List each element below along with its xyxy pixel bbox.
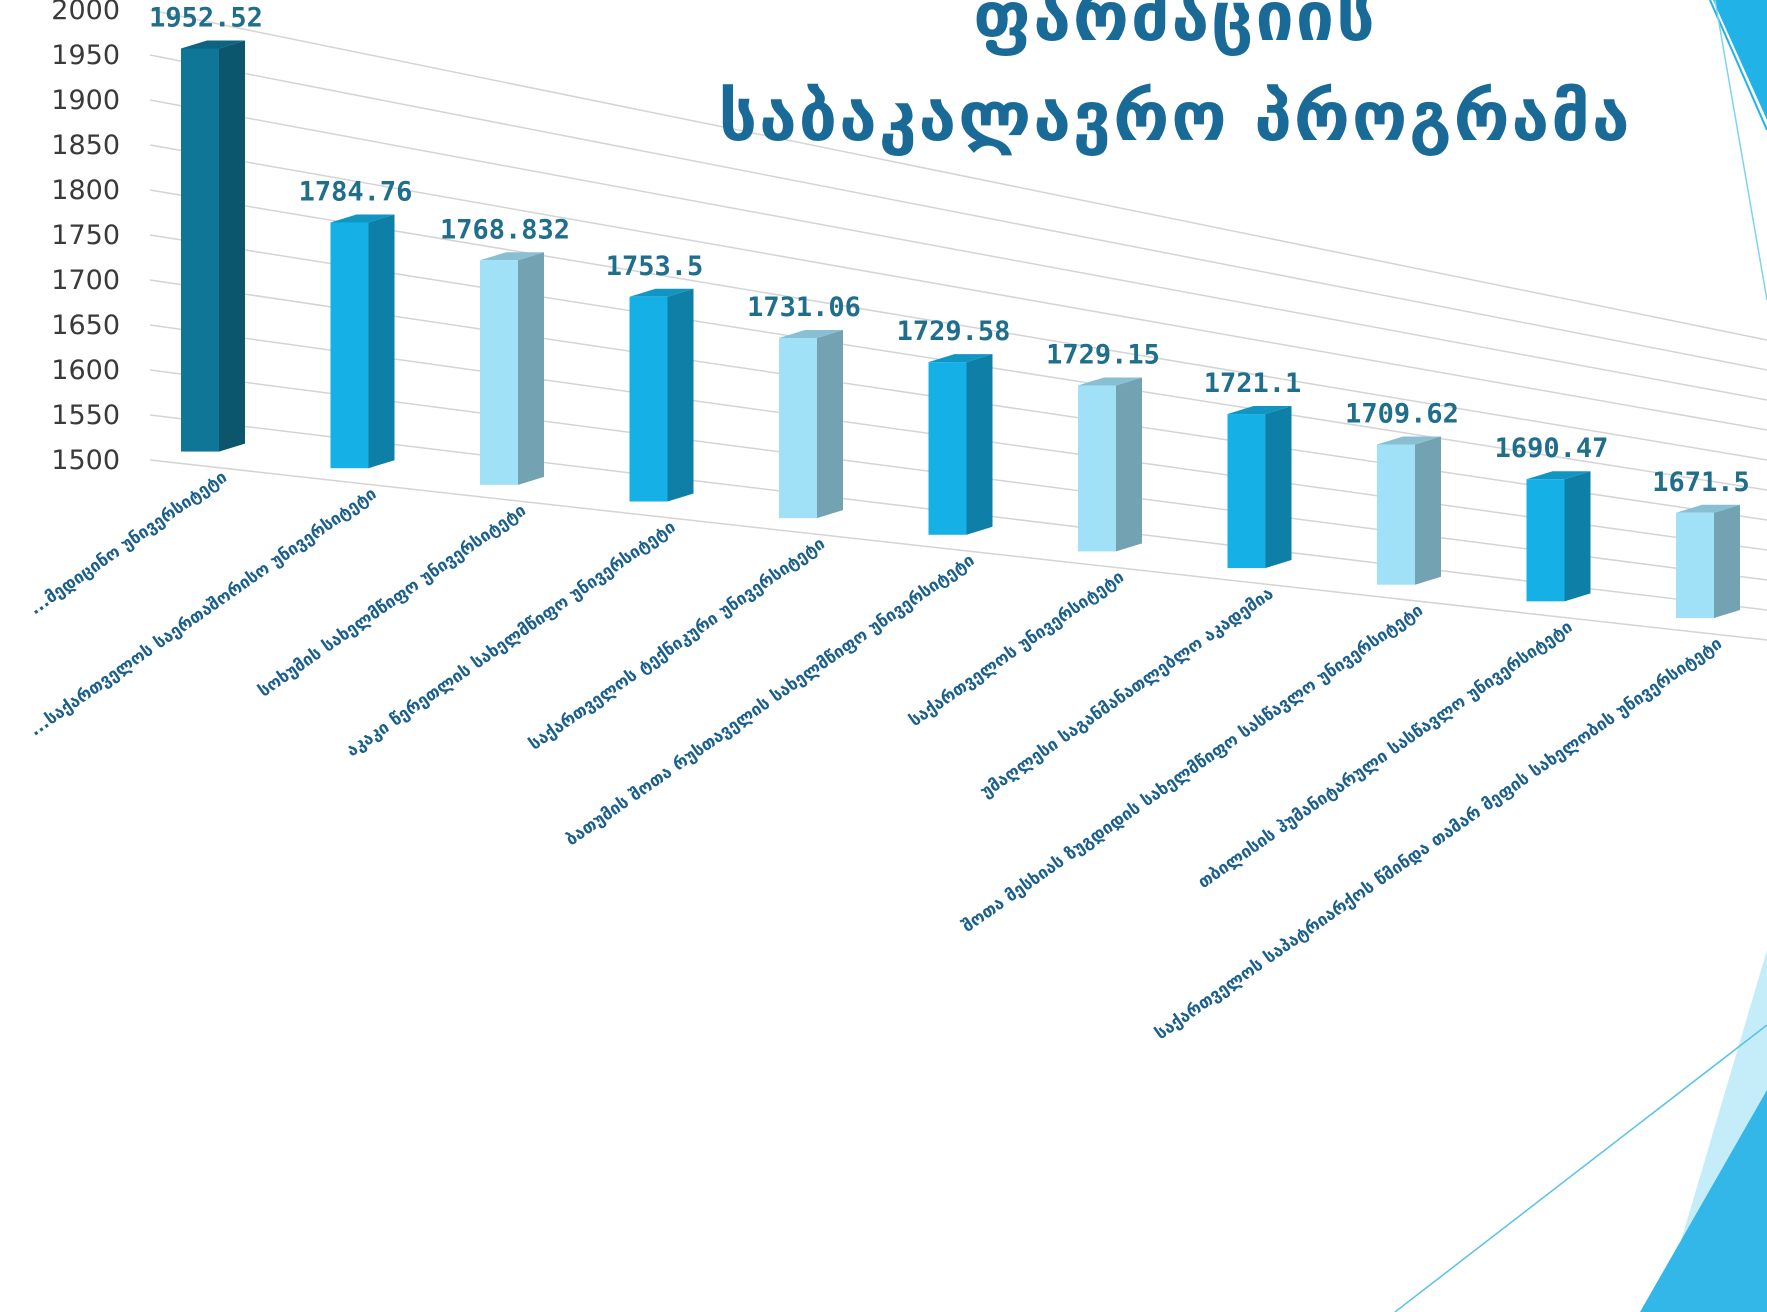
bar-side [1714,504,1740,618]
bar-front [330,222,369,469]
chart-title: ფარმაციის საბაკალავრო პროგრამა [718,0,1631,157]
bar-front [1526,479,1565,602]
bar-side [219,40,245,452]
bar-front [1227,414,1266,569]
data-label: 1709.62 [1345,399,1459,430]
bar [1227,406,1292,569]
chart-title-line-2: საბაკალავრო პროგრამა [718,78,1631,157]
corner-shape-bottom-right [1640,1090,1767,1312]
bar-top [1526,471,1591,480]
x-tick-label: საქართველოს საპატრიარქოს წმინდა თამარ მე… [1152,634,1726,1044]
bar-top [779,329,843,338]
bar [1526,471,1591,602]
bar-top [928,354,993,363]
x-tick-label: ბათუმის შოთა რუსთაველის სახელმწიფო უნივე… [562,550,978,850]
data-labels: 1952.52 1784.76 1768.832 1753.5 1731.06 1729.… [149,2,1750,497]
bar [779,329,843,519]
data-label: 1729.58 [897,316,1011,347]
x-axis-labels: ...მედიცინო უნივერსიტეტი...საქართველოს ს… [26,467,1726,1044]
bar-top [480,252,544,261]
bar-front [629,296,668,502]
bar-front [928,362,967,535]
data-label: 1784.76 [299,176,413,207]
bar-side [1564,471,1591,602]
bar-side [966,354,993,535]
x-tick-label: ...მედიცინო უნივერსიტეტი [26,467,231,619]
bar-top [1377,436,1441,445]
bar [480,252,544,485]
y-tick-label: 1950 [51,40,120,71]
bar-front [779,337,817,519]
y-tick-label: 1600 [51,355,120,386]
chart-title-line-1: ფარმაციის [973,0,1376,57]
bar-top [330,214,395,223]
bar [1377,436,1441,585]
y-tick-label: 1650 [51,310,120,341]
bar-front [1676,512,1714,618]
data-label: 1729.15 [1046,339,1160,370]
grid-line [149,189,1767,461]
bar-top [1078,377,1142,386]
x-tick-label: თბილისის ჰუმანიტარული სასწავლო უნივერსიტ… [1194,617,1576,893]
bar-top [181,40,245,49]
bar [181,40,245,452]
bar-side [817,329,843,519]
corner-line-right [1714,0,1767,301]
data-label: 1671.5 [1652,467,1750,498]
bar [629,288,694,502]
data-label: 1753.5 [606,251,704,282]
grid-line [149,144,1767,431]
x-tick-label: სოხუმის სახელმწიფო უნივერსიტეტი [255,501,530,702]
bar-side [1116,377,1142,552]
bar-front [480,260,518,485]
data-label: 1721.1 [1204,368,1302,399]
y-tick-label: 1750 [51,220,120,251]
bar-top [629,288,694,297]
bar-side [518,252,544,485]
data-label: 1952.52 [149,2,263,33]
bar-side [1415,436,1441,585]
bar-side [1265,406,1292,569]
grid-line [149,99,1767,401]
bar-side [667,288,694,502]
bar [330,214,395,469]
bar-side [368,214,395,469]
y-tick-label: 1900 [51,85,120,116]
bar [1078,377,1142,552]
grid-line [149,459,1767,641]
bar-front [1377,444,1415,585]
y-axis-ticks: 1500 1550 1600 1650 1700 1750 1800 1850 1900 1950… [51,0,120,476]
x-tick-label: ...საქართველოს საერთაშორისო უნივერსიტეტი [26,484,380,741]
x-tick-label: აკაკი წერეთლის სახელმწიფო უნივერსიტეტი [343,517,679,761]
y-tick-label: 1850 [51,130,120,161]
bar-front [181,48,219,452]
data-label: 1731.06 [747,292,861,323]
grid-line [149,9,1767,341]
x-tick-label: უმაღლესი საგანმანათლებლო აკადემია [977,584,1277,803]
x-tick-label: საქართველოს ტექნიკური უნივერსიტეტი [526,534,829,755]
corner-line-bottom [1394,1024,1767,1312]
data-label: 1768.832 [440,214,570,245]
data-label: 1690.47 [1495,433,1609,464]
bar-top [1676,504,1740,513]
y-tick-label: 1700 [51,265,120,296]
y-tick-label: 1800 [51,175,120,206]
y-tick-label: 1550 [51,400,120,431]
bar-front [1078,385,1116,552]
y-tick-label: 1500 [51,445,120,476]
corner-shape-top-right [1713,0,1767,120]
bar [928,354,993,535]
bars [181,40,1740,618]
grid-line [149,54,1767,371]
bar-top [1227,406,1292,415]
y-tick-label: 2000 [51,0,120,26]
bar [1676,504,1740,618]
